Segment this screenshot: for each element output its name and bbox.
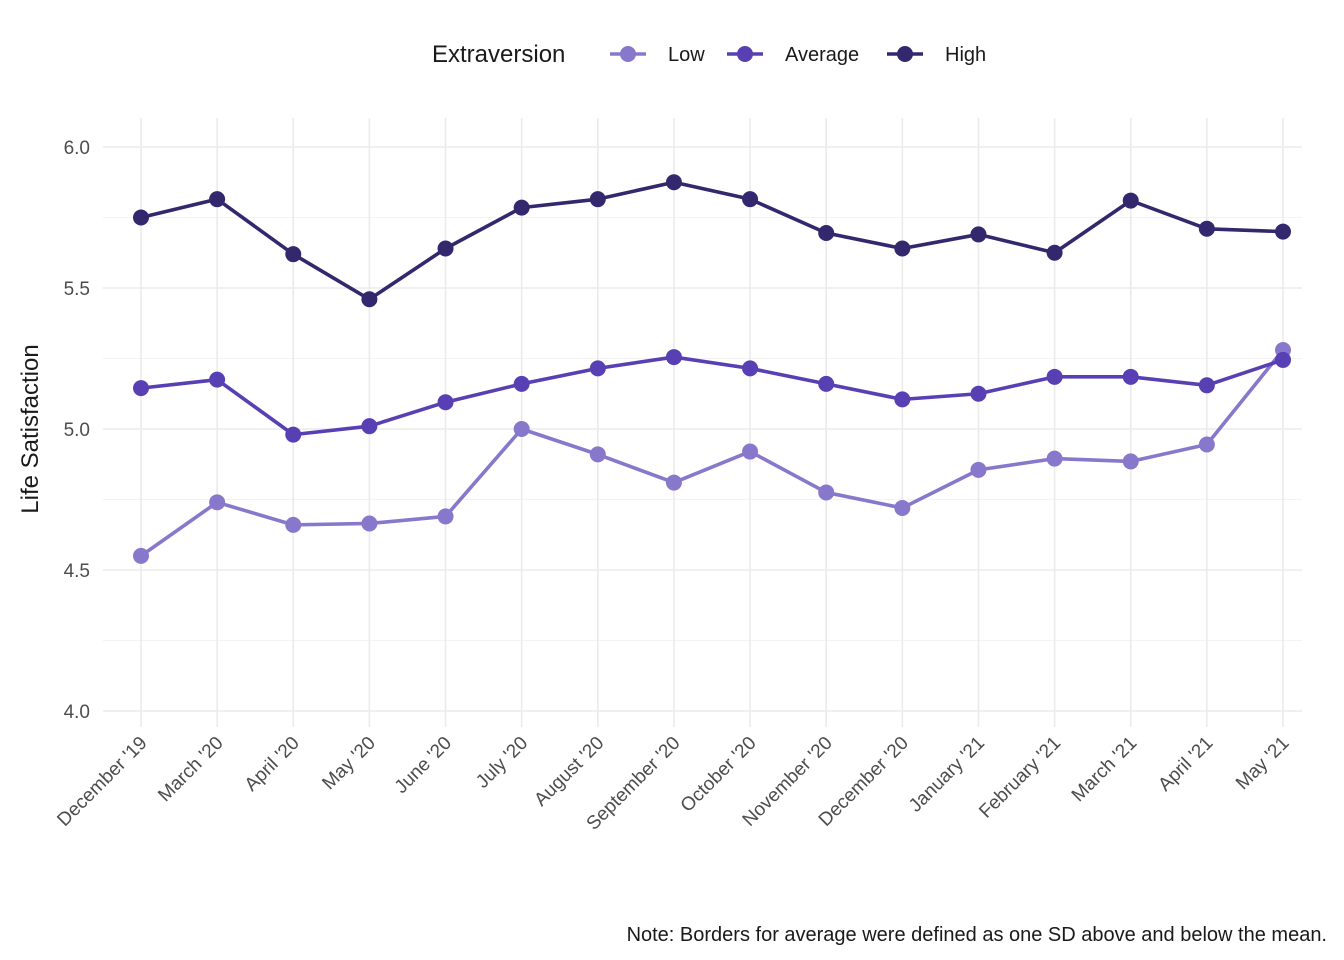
y-tick-label: 5.5 bbox=[64, 279, 90, 300]
series-average bbox=[133, 349, 1291, 443]
x-tick-label: June '20 bbox=[391, 733, 456, 798]
footnote: Note: Borders for average were defined a… bbox=[627, 924, 1327, 946]
x-axis: December '19 March '20 April '20 May '20 Jun… bbox=[53, 733, 1293, 835]
data-point bbox=[513, 199, 530, 216]
series-line bbox=[139, 355, 1285, 437]
legend-key-point bbox=[897, 46, 913, 62]
data-point bbox=[1046, 368, 1063, 385]
data-point bbox=[665, 174, 682, 191]
data-point bbox=[1198, 220, 1215, 237]
legend-item-average: Average bbox=[727, 44, 859, 66]
data-point bbox=[133, 380, 149, 397]
series-low bbox=[133, 342, 1291, 564]
x-tick-label: May '21 bbox=[1232, 733, 1293, 794]
data-point bbox=[437, 240, 454, 257]
data-point bbox=[133, 547, 149, 564]
legend-key-point bbox=[620, 46, 636, 62]
data-point bbox=[970, 461, 987, 478]
data-point bbox=[589, 360, 606, 377]
x-tick-label: March '21 bbox=[1068, 733, 1141, 806]
x-tick-label: August '20 bbox=[530, 733, 608, 811]
legend-item-high: High bbox=[887, 44, 986, 66]
data-point bbox=[133, 209, 149, 226]
data-point bbox=[209, 191, 226, 208]
data-point bbox=[665, 474, 682, 491]
data-point bbox=[1046, 244, 1063, 261]
data-point bbox=[1122, 368, 1139, 385]
data-point bbox=[513, 421, 530, 437]
data-point bbox=[742, 191, 759, 208]
series-high bbox=[133, 174, 1291, 308]
y-tick-label: 4.0 bbox=[64, 702, 90, 723]
data-point bbox=[818, 375, 835, 392]
data-point bbox=[894, 240, 911, 257]
data-point bbox=[1275, 223, 1291, 240]
data-point bbox=[437, 394, 454, 411]
data-point bbox=[742, 360, 759, 377]
data-point bbox=[513, 375, 530, 392]
y-tick-label: 4.5 bbox=[64, 561, 90, 582]
data-point bbox=[665, 349, 682, 366]
data-point bbox=[970, 226, 987, 243]
x-tick-label: March '20 bbox=[154, 733, 227, 806]
legend-label: High bbox=[945, 44, 986, 66]
y-tick-label: 5.0 bbox=[64, 420, 90, 441]
data-point bbox=[361, 515, 378, 532]
data-point bbox=[1198, 377, 1215, 394]
data-point bbox=[1046, 450, 1063, 467]
data-point bbox=[742, 443, 759, 460]
grid bbox=[103, 118, 1302, 727]
data-point bbox=[209, 371, 226, 388]
y-axis-title: Life Satisfaction bbox=[17, 344, 44, 513]
legend-item-low: Low bbox=[610, 44, 705, 66]
x-tick-label: February '21 bbox=[975, 733, 1065, 823]
legend-label: Average bbox=[785, 44, 859, 66]
data-point bbox=[970, 385, 987, 402]
x-tick-label: December '19 bbox=[53, 733, 151, 831]
data-point bbox=[1198, 436, 1215, 453]
series-line bbox=[139, 180, 1285, 302]
data-point bbox=[1122, 192, 1139, 209]
data-point bbox=[894, 391, 911, 408]
x-tick-label: April '21 bbox=[1154, 733, 1217, 796]
legend-title: Extraversion bbox=[432, 41, 565, 68]
legend: Extraversion Low Average High bbox=[432, 41, 986, 68]
data-point bbox=[361, 291, 378, 308]
data-point bbox=[437, 508, 454, 525]
data-point bbox=[1122, 453, 1139, 470]
x-tick-label: October '20 bbox=[677, 733, 761, 817]
x-tick-label: April '20 bbox=[241, 733, 304, 796]
data-point bbox=[361, 418, 378, 435]
data-point bbox=[818, 225, 835, 242]
y-axis: 4.0 4.5 5.0 5.5 6.0 bbox=[64, 138, 90, 723]
data-point bbox=[285, 516, 302, 533]
legend-label: Low bbox=[668, 44, 705, 66]
data-point bbox=[894, 499, 911, 516]
legend-key-point bbox=[737, 46, 753, 62]
x-tick-label: July '20 bbox=[472, 733, 532, 793]
data-point bbox=[285, 246, 302, 263]
data-point bbox=[818, 484, 835, 501]
series-line bbox=[139, 348, 1285, 558]
y-tick-label: 6.0 bbox=[64, 138, 90, 159]
x-tick-label: May '20 bbox=[318, 733, 379, 794]
data-point bbox=[209, 494, 226, 511]
data-point bbox=[589, 446, 606, 463]
series-group bbox=[133, 174, 1291, 564]
x-tick-label: January '21 bbox=[905, 733, 989, 817]
data-point bbox=[589, 191, 606, 208]
data-point bbox=[1275, 351, 1291, 368]
data-point bbox=[285, 426, 302, 443]
